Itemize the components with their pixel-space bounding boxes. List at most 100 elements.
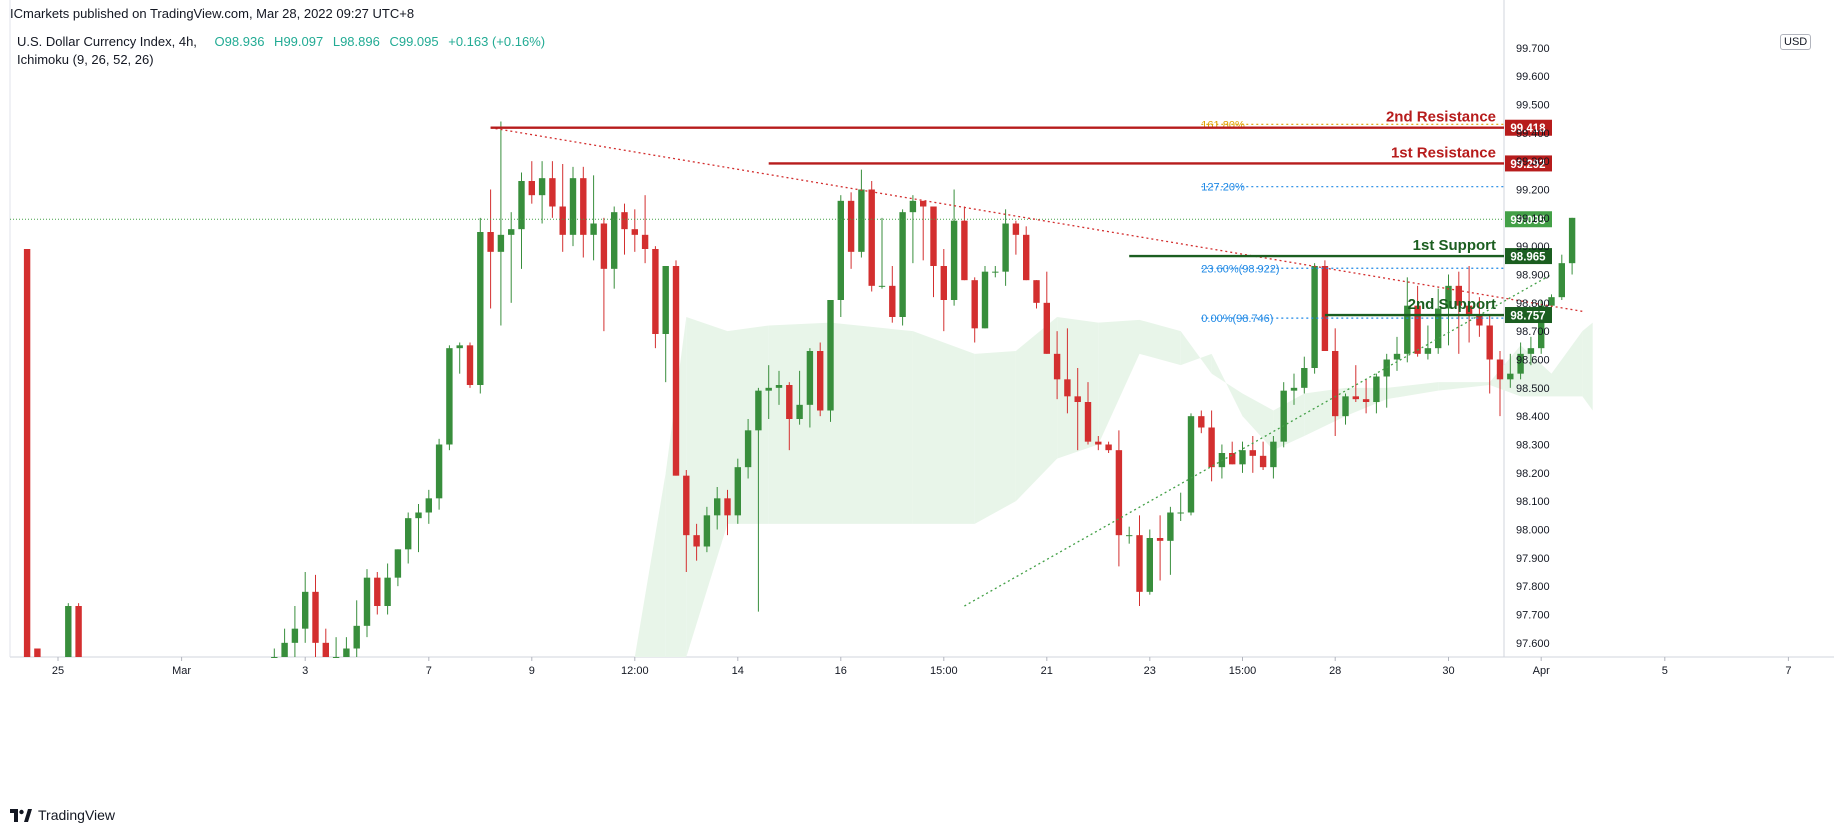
tradingview-footer[interactable]: TradingView <box>10 807 115 823</box>
candle-body <box>775 385 783 388</box>
candle-body <box>528 181 535 196</box>
low-label: L <box>332 34 341 49</box>
candle-body <box>1301 368 1308 388</box>
candle-body <box>631 229 638 235</box>
candle-body <box>992 271 999 273</box>
candle-body <box>755 390 762 431</box>
cloud-segment <box>1273 393 1305 451</box>
candle-body <box>652 249 659 334</box>
time-tick-label: Apr <box>1533 665 1550 677</box>
candle-body <box>889 285 896 317</box>
level-name: 2nd Resistance <box>1386 109 1496 126</box>
ichimoku-cloud <box>634 317 1593 657</box>
candle-body <box>1074 396 1081 402</box>
candle-body <box>1053 353 1061 380</box>
candle-body <box>909 200 917 213</box>
candle-body <box>1280 390 1287 442</box>
price-tick-label: 98.800 <box>1516 298 1550 310</box>
price-tick-label: 99.200 <box>1516 185 1550 197</box>
candle-body <box>302 591 309 629</box>
cloud-segment <box>1386 382 1439 400</box>
time-tick-label: 16 <box>835 665 847 677</box>
cloud-segment <box>1520 345 1552 397</box>
candle-body <box>920 200 927 207</box>
candle-body <box>827 300 834 411</box>
cloud-segment <box>1242 393 1274 451</box>
cloud-segment <box>686 317 728 657</box>
cloud-segment <box>912 331 975 524</box>
candle-body <box>878 285 886 287</box>
candle-body <box>621 212 628 230</box>
level-price-label: 99.292 <box>1510 159 1545 171</box>
current-price-label: 99.095 <box>1510 215 1546 227</box>
time-tick-label: 3 <box>302 665 308 677</box>
cloud-segment <box>1489 345 1521 397</box>
candle-body <box>1023 234 1030 281</box>
price-axis[interactable]: 99.418 99.292 98.965 98.757 99.095 99.700 99.6… <box>1505 43 1552 650</box>
time-tick-label: 9 <box>529 665 535 677</box>
candle-body <box>415 512 422 519</box>
cloud-segment <box>665 317 687 657</box>
candle-body <box>322 642 329 657</box>
candle-body <box>1332 351 1339 417</box>
tradingview-logo-icon <box>10 808 32 822</box>
ohlc-close: C99.095 <box>389 34 438 49</box>
candle-body <box>281 642 288 657</box>
candle-body <box>641 234 649 249</box>
candle-body <box>343 648 350 657</box>
tradingview-brand: TradingView <box>38 807 116 823</box>
candle-body <box>786 385 793 419</box>
candle-body <box>662 266 669 334</box>
candle-body <box>1270 441 1277 468</box>
candle-body <box>868 189 875 286</box>
candle-body <box>497 234 505 252</box>
candle-body <box>899 212 906 317</box>
candle-body <box>1084 402 1092 442</box>
high-label: H <box>274 34 284 49</box>
cloud-segment <box>974 351 1016 524</box>
price-tick-label: 99.500 <box>1516 100 1550 112</box>
level-name: 1st Resistance <box>1391 144 1496 161</box>
close-value: 99.095 <box>398 34 439 49</box>
time-tick-label: 23 <box>1144 665 1156 677</box>
currency-badge[interactable]: USD <box>1780 34 1812 50</box>
price-chart[interactable]: 161.80% 127.20% 23.60%(98.922) 0.00%(98.746… <box>0 0 1834 800</box>
time-axis[interactable]: 25 Mar 3 7 9 12:00 14 16 15:00 21 23 15:00 28 30 Apr 5 7 <box>52 657 1792 677</box>
candle-body <box>672 266 680 476</box>
candle-body <box>1229 453 1236 465</box>
time-tick-label: 5 <box>1662 665 1668 677</box>
fib-level-label: 0.00%(98.746) <box>1201 313 1273 325</box>
fib-level-label: 127.20% <box>1201 182 1245 194</box>
level-price-tag <box>1505 248 1552 265</box>
candle-body <box>1362 399 1370 402</box>
candle-body <box>1507 373 1514 380</box>
time-tick-label: 30 <box>1442 665 1454 677</box>
candle-body <box>559 206 566 235</box>
candle-body <box>538 178 546 196</box>
level-name: 1st Support <box>1413 237 1496 254</box>
candle-body <box>569 178 577 235</box>
candle-body <box>1342 396 1349 417</box>
candle-body <box>549 178 556 207</box>
time-tick-label: 15:00 <box>930 665 958 677</box>
price-tick-label: 98.500 <box>1516 383 1550 395</box>
candle-body <box>765 387 772 391</box>
candle-body <box>1404 305 1411 354</box>
candle-body <box>1538 305 1545 349</box>
candle-body <box>1548 297 1555 306</box>
price-tick-label: 98.900 <box>1516 270 1550 282</box>
ohlc-high: H99.097 <box>274 34 323 49</box>
indicator-label[interactable]: Ichimoku (9, 26, 52, 26) <box>17 52 154 67</box>
candle-body <box>332 657 340 658</box>
high-value: 99.097 <box>283 34 324 49</box>
price-tick-label: 97.900 <box>1516 553 1550 565</box>
ohlc-open: O98.936 <box>215 34 265 49</box>
time-tick-label: 15:00 <box>1229 665 1257 677</box>
candle-body <box>1012 223 1020 235</box>
change-value: +0.163 (+0.16%) <box>448 34 546 49</box>
cloud-segment <box>1180 331 1212 374</box>
candle-body <box>950 220 958 300</box>
candle-body <box>1476 314 1483 326</box>
cloud-segment <box>1582 322 1593 411</box>
open-value: 98.936 <box>224 34 265 49</box>
